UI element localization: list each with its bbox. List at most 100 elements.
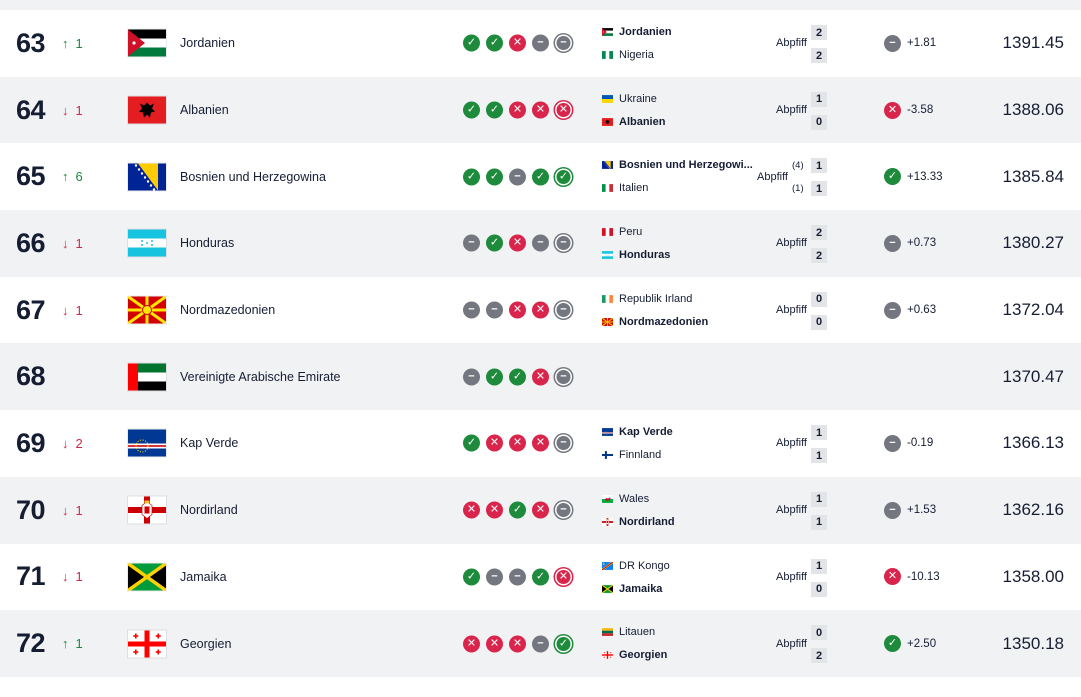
bosnia-flag-icon <box>128 163 166 190</box>
rank-change-value: 1 <box>76 503 83 518</box>
arrow-up-icon: ↑ <box>62 36 69 51</box>
match-team-name: Nigeria <box>619 49 654 61</box>
ireland-flag-icon <box>602 295 613 303</box>
minus-icon: − <box>532 635 549 652</box>
match-status: Abpfiff <box>776 210 807 277</box>
match-team-home: Ukraine <box>602 92 657 106</box>
check-icon: ✓ <box>463 568 480 585</box>
finland-flag-icon <box>602 451 613 459</box>
arrow-down-icon: ↓ <box>62 236 69 251</box>
team-name[interactable]: Jamaika <box>180 544 227 611</box>
team-name[interactable]: Bosnien und Herzegowina <box>180 143 326 210</box>
team-name[interactable]: Vereinigte Arabische Emirate <box>180 343 341 410</box>
match-team-home: Jordanien <box>602 25 672 39</box>
rank-number: 70 <box>16 477 45 544</box>
match-team-name: Honduras <box>619 249 670 261</box>
cross-icon: ✕ <box>532 102 549 119</box>
rank-number: 71 <box>16 544 45 611</box>
points-change: ✓+13.33 <box>884 143 943 210</box>
bosnia-flag-icon <box>602 161 613 169</box>
rank-change: ↑1 <box>62 610 83 677</box>
rank-number: 68 <box>16 343 45 410</box>
nigeria-flag-icon <box>602 51 613 59</box>
rank-change-value: 1 <box>76 36 83 51</box>
match-team-away: Italien <box>602 181 648 195</box>
minus-icon: − <box>463 235 480 252</box>
team-name[interactable]: Honduras <box>180 210 234 277</box>
team-name[interactable]: Nordmazedonien <box>180 277 275 344</box>
nireland-flag-icon <box>602 518 613 526</box>
rank-change: ↓1 <box>62 544 83 611</box>
match-team-name: Kap Verde <box>619 426 673 438</box>
recent-form: ✕✕✓✕− <box>463 502 572 519</box>
match-team-home: Bosnien und Herzegowi... <box>602 158 753 172</box>
check-icon: ✓ <box>486 102 503 119</box>
total-points: 1372.04 <box>1003 277 1064 344</box>
points-change-value: -0.19 <box>907 437 933 449</box>
team-name[interactable]: Albanien <box>180 77 229 144</box>
cross-icon: ✕ <box>509 102 526 119</box>
match-team-away: Honduras <box>602 248 670 262</box>
cross-icon: ✕ <box>509 302 526 319</box>
ukraine-flag-icon <box>602 95 613 103</box>
match-team-home: Peru <box>602 225 642 239</box>
points-change-value: +1.81 <box>907 37 936 49</box>
jamaica-flag-icon <box>602 585 613 593</box>
rank-number: 67 <box>16 277 45 344</box>
points-minus-icon: − <box>884 235 901 252</box>
albania-flag-icon <box>602 118 613 126</box>
arrow-up-icon: ↑ <box>62 636 69 651</box>
rank-change-value: 1 <box>76 103 83 118</box>
cross-icon: ✕ <box>555 568 572 585</box>
minus-icon: − <box>555 435 572 452</box>
match-team-name: Republik Irland <box>619 293 692 305</box>
score-home: 0 <box>811 625 827 640</box>
lithuania-flag-icon <box>602 628 613 636</box>
score-home: 1 <box>811 492 827 507</box>
cross-icon: ✕ <box>509 435 526 452</box>
minus-icon: − <box>509 568 526 585</box>
score-home: 1 <box>811 158 827 173</box>
match-team-away: Finnland <box>602 448 661 462</box>
check-icon: ✓ <box>463 168 480 185</box>
rank-number: 63 <box>16 10 45 77</box>
score-away: 2 <box>811 648 827 663</box>
cross-icon: ✕ <box>555 102 572 119</box>
team-name[interactable]: Nordirland <box>180 477 238 544</box>
team-name[interactable]: Kap Verde <box>180 410 238 477</box>
capeverde-flag-icon <box>128 430 166 457</box>
georgia-flag-icon <box>602 651 613 659</box>
arrow-down-icon: ↓ <box>62 569 69 584</box>
team-name[interactable]: Georgien <box>180 610 231 677</box>
rank-change-value: 1 <box>76 236 83 251</box>
cross-icon: ✕ <box>509 235 526 252</box>
rank-number: 66 <box>16 210 45 277</box>
points-check-icon: ✓ <box>884 635 901 652</box>
points-change: −+1.53 <box>884 477 936 544</box>
score-away: 1 <box>811 448 827 463</box>
rank-change-value: 2 <box>76 436 83 451</box>
minus-icon: − <box>463 368 480 385</box>
team-name[interactable]: Jordanien <box>180 10 235 77</box>
capeverde-flag-icon <box>602 428 613 436</box>
score-away: 2 <box>811 248 827 263</box>
